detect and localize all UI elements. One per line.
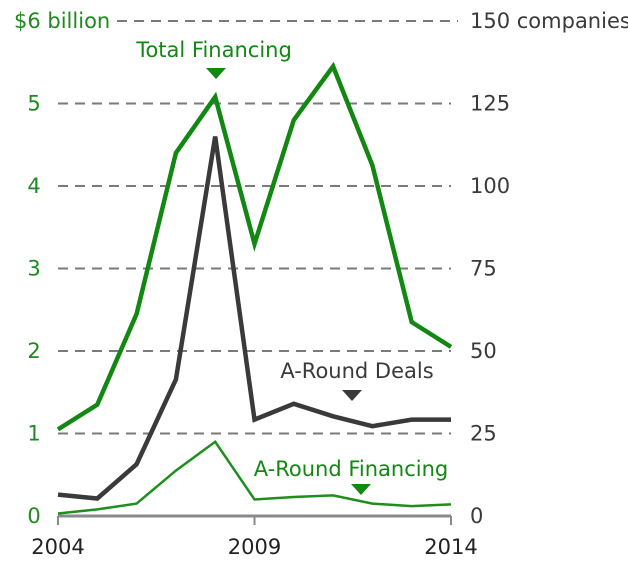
pointer-triangle-icon	[342, 390, 362, 401]
label-a-round-deals: A-Round Deals	[280, 359, 433, 383]
series-total-financing	[56, 61, 453, 432]
series-lines	[56, 61, 453, 515]
series-labels: Total Financing A-Round Deals A-Round Fina…	[135, 38, 448, 495]
y-left-tick-label: 0	[27, 504, 40, 528]
y-left-tick-label: 2	[27, 339, 40, 363]
label-total-financing: Total Financing	[135, 38, 292, 62]
y-left-tick-label: $6 billion	[14, 9, 110, 33]
y-right-tick-label: 125	[470, 92, 510, 116]
x-tick-label: 2004	[31, 535, 84, 559]
series-a-round-deals	[57, 136, 451, 501]
tick-labels: 0 1 2 3 4 5 $6 billion 0 25 50 75 100 125 150 compani…	[14, 9, 628, 559]
y-right-tick-label: 75	[470, 257, 497, 281]
y-left-tick-label: 5	[27, 92, 40, 116]
pointer-triangle-icon	[351, 484, 371, 495]
x-tick-label: 2014	[424, 535, 477, 559]
y-right-tick-label: 50	[470, 339, 497, 363]
y-right-tick-label: 0	[470, 504, 483, 528]
y-left-tick-label: 3	[27, 257, 40, 281]
y-right-tick-label: 25	[470, 422, 497, 446]
y-left-tick-label: 4	[27, 174, 40, 198]
y-left-tick-label: 1	[27, 422, 40, 446]
x-tick-label: 2009	[228, 535, 281, 559]
y-right-tick-label: 100	[470, 174, 510, 198]
y-right-tick-label: 150 companies	[470, 9, 628, 33]
label-a-round-financing: A-Round Financing	[254, 457, 449, 481]
series-a-round-financing	[57, 440, 452, 515]
pointer-triangle-icon	[206, 68, 226, 79]
